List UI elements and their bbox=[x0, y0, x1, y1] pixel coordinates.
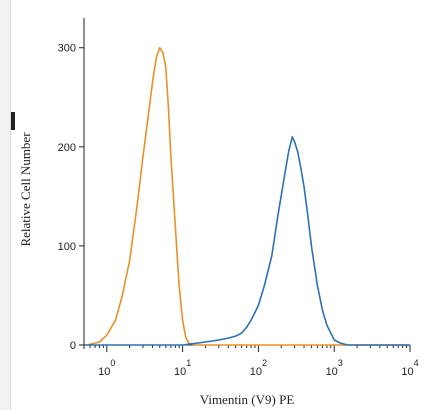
x-tick-label: 104 bbox=[401, 358, 418, 378]
x-tick-base: 10 bbox=[98, 366, 110, 378]
x-tick-base: 10 bbox=[326, 366, 338, 378]
x-tick-exponent: 4 bbox=[414, 358, 419, 368]
x-tick-label: 102 bbox=[250, 358, 267, 378]
y-axis-title: Relative Cell Number bbox=[18, 132, 33, 247]
y-tick-label: 100 bbox=[58, 241, 76, 253]
x-tick-exponent: 0 bbox=[110, 358, 115, 368]
y-tick-label: 200 bbox=[58, 142, 76, 154]
histogram-series-2 bbox=[87, 136, 410, 346]
axis-labels: Vimentin (V9) PE Relative Cell Number bbox=[18, 132, 294, 407]
x-tick-base: 10 bbox=[174, 366, 186, 378]
x-tick-label: 101 bbox=[174, 358, 191, 378]
series-layer bbox=[86, 46, 410, 346]
x-tick-exponent: 3 bbox=[338, 358, 343, 368]
x-tick-label: 103 bbox=[326, 358, 343, 378]
x-axis-title: Vimentin (V9) PE bbox=[200, 392, 295, 407]
histogram-series-1 bbox=[86, 46, 410, 346]
x-tick-exponent: 1 bbox=[186, 358, 191, 368]
x-tick-base: 10 bbox=[401, 366, 413, 378]
y-tick-label: 0 bbox=[70, 340, 76, 352]
chart-panel bbox=[10, 0, 427, 410]
x-tick-base: 10 bbox=[250, 366, 262, 378]
y-tick-label: 300 bbox=[58, 43, 76, 55]
x-tick-label: 100 bbox=[98, 358, 115, 378]
x-tick-exponent: 2 bbox=[262, 358, 267, 368]
panel-edge-marker bbox=[11, 112, 15, 130]
